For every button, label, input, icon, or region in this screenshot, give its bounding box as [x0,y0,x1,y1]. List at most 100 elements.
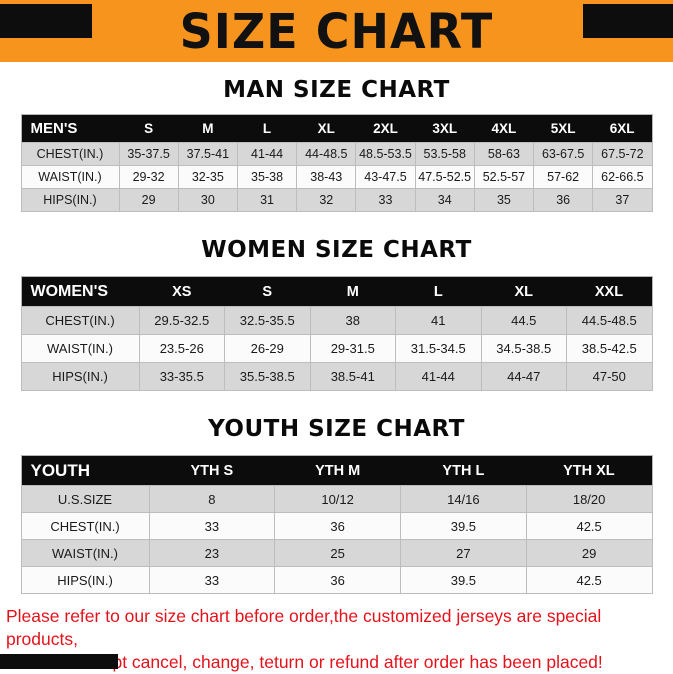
table-header-row: YOUTH YTH S YTH M YTH L YTH XL [21,455,652,486]
value-cell: 42.5 [525,512,653,540]
youth-size-table-holder: YOUTH YTH S YTH M YTH L YTH XL U.S.SIZE 8 10/12… [20,455,653,594]
men-size-section: MAN SIZE CHART MEN'S S M L XL 2XL 3XL 4XL 5XL 6XL… [0,77,673,212]
value-cell: 25 [274,539,401,567]
table-row: U.S.SIZE 8 10/12 14/16 18/20 [20,485,653,513]
value-cell: 37.5-41 [177,142,238,166]
value-cell: 41-44 [236,142,298,166]
value-cell: 14/16 [400,485,527,513]
column-header-cell: XXL [566,276,652,307]
column-header-cell: 4XL [474,114,534,143]
table-header-row: WOMEN'S XS S M L XL XXL [21,276,652,307]
table-row: CHEST(IN.) 35-37.5 37.5-41 41-44 44-48.5 48.5… [20,142,653,166]
table-row: CHEST(IN.) 29.5-32.5 32.5-35.5 38 41 44.5 44.5… [20,306,653,335]
column-header-cell: YTH XL [526,455,652,486]
column-header-cell: 5XL [533,114,593,143]
value-cell: 47.5-52.5 [414,165,475,189]
value-cell: 38 [309,306,396,335]
table-row: WAIST(IN.) 23.5-26 26-29 29-31.5 31.5-34.5 34… [20,334,653,363]
banner: SIZE CHART [0,0,673,62]
value-cell: 34.5-38.5 [480,334,567,363]
row-label-cell: CHEST(IN.) [20,306,140,335]
row-label-cell: HIPS(IN.) [20,566,150,594]
column-header-cell: YTH M [274,455,401,486]
page-title: SIZE CHART [179,2,494,60]
table-title-cell: MEN'S [21,114,119,143]
table-title-cell: YOUTH [21,455,149,486]
row-label-cell: U.S.SIZE [20,485,150,513]
row-label-cell: CHEST(IN.) [20,142,120,166]
row-label-cell: HIPS(IN.) [20,188,120,212]
youth-size-section: YOUTH SIZE CHART YOUTH YTH S YTH M YTH L YTH… [0,416,673,594]
value-cell: 38-43 [296,165,357,189]
women-size-table-holder: WOMEN'S XS S M L XL XXL CHEST(IN.) 29.5-32.5 32.5… [20,276,653,391]
value-cell: 8 [148,485,276,513]
disclaimer-line-1: Please refer to our size chart before or… [6,606,602,650]
row-label-cell: HIPS(IN.) [20,362,140,391]
value-cell: 41 [395,306,482,335]
column-header-cell: 2XL [355,114,416,143]
value-cell: 44.5 [480,306,567,335]
column-header-cell: S [119,114,179,143]
value-cell: 29.5-32.5 [138,306,225,335]
corner-block-left [0,4,92,38]
row-label-cell: WAIST(IN.) [20,334,140,363]
value-cell: 33 [355,188,416,212]
value-cell: 29 [525,539,653,567]
table-row: CHEST(IN.) 33 36 39.5 42.5 [20,512,653,540]
value-cell: 23 [148,539,276,567]
value-cell: 30 [177,188,238,212]
value-cell: 57-62 [533,165,594,189]
value-cell: 32 [296,188,357,212]
men-size-table-holder: MEN'S S M L XL 2XL 3XL 4XL 5XL 6XL CHEST(IN.) 35-37… [20,114,653,212]
value-cell: 36 [274,566,401,594]
size-table: YOUTH YTH S YTH M YTH L YTH XL U.S.SIZE 8 10/12… [20,455,653,594]
women-section-heading: WOMEN SIZE CHART [201,237,472,263]
value-cell: 36 [533,188,594,212]
value-cell: 41-44 [395,362,482,391]
corner-block-right [583,4,673,38]
value-cell: 62-66.5 [592,165,653,189]
row-label-cell: WAIST(IN.) [20,165,120,189]
value-cell: 35 [473,188,535,212]
value-cell: 44-48.5 [296,142,357,166]
value-cell: 36 [274,512,401,540]
value-cell: 38.5-41 [309,362,396,391]
value-cell: 37 [592,188,653,212]
value-cell: 31.5-34.5 [395,334,482,363]
table-row: HIPS(IN.) 33-35.5 35.5-38.5 38.5-41 41-44 44-… [20,362,653,391]
value-cell: 39.5 [400,512,527,540]
column-header-cell: S [224,276,310,307]
value-cell: 44.5-48.5 [566,306,653,335]
value-cell: 58-63 [473,142,535,166]
row-label-cell: WAIST(IN.) [20,539,150,567]
value-cell: 29 [118,188,179,212]
table-row: WAIST(IN.) 29-32 32-35 35-38 38-43 43-47.5 47.… [20,165,653,189]
table-row: HIPS(IN.) 33 36 39.5 42.5 [20,566,653,594]
value-cell: 47-50 [566,362,653,391]
value-cell: 33 [148,566,276,594]
corner-block-bottom-left [0,654,118,669]
value-cell: 53.5-58 [414,142,475,166]
column-header-cell: L [395,276,481,307]
value-cell: 31 [236,188,298,212]
table-row: HIPS(IN.) 29 30 31 32 33 34 35 36 37 [20,188,653,212]
value-cell: 63-67.5 [533,142,594,166]
youth-section-heading: YOUTH SIZE CHART [208,416,465,442]
table-row: WAIST(IN.) 23 25 27 29 [20,539,653,567]
value-cell: 48.5-53.5 [355,142,416,166]
women-size-section: WOMEN SIZE CHART WOMEN'S XS S M L XL XXL CHEST(… [0,237,673,391]
column-header-cell: YTH L [400,455,527,486]
column-header-cell: XL [481,276,567,307]
value-cell: 52.5-57 [473,165,535,189]
size-table: MEN'S S M L XL 2XL 3XL 4XL 5XL 6XL CHEST(IN.) 35-37… [20,114,653,212]
value-cell: 32.5-35.5 [224,306,311,335]
column-header-cell: YTH S [149,455,275,486]
value-cell: 23.5-26 [138,334,225,363]
men-section-heading: MAN SIZE CHART [223,77,450,103]
column-header-cell: M [310,276,396,307]
value-cell: 34 [414,188,475,212]
value-cell: 35-37.5 [118,142,179,166]
column-header-cell: XL [296,114,356,143]
value-cell: 18/20 [525,485,653,513]
